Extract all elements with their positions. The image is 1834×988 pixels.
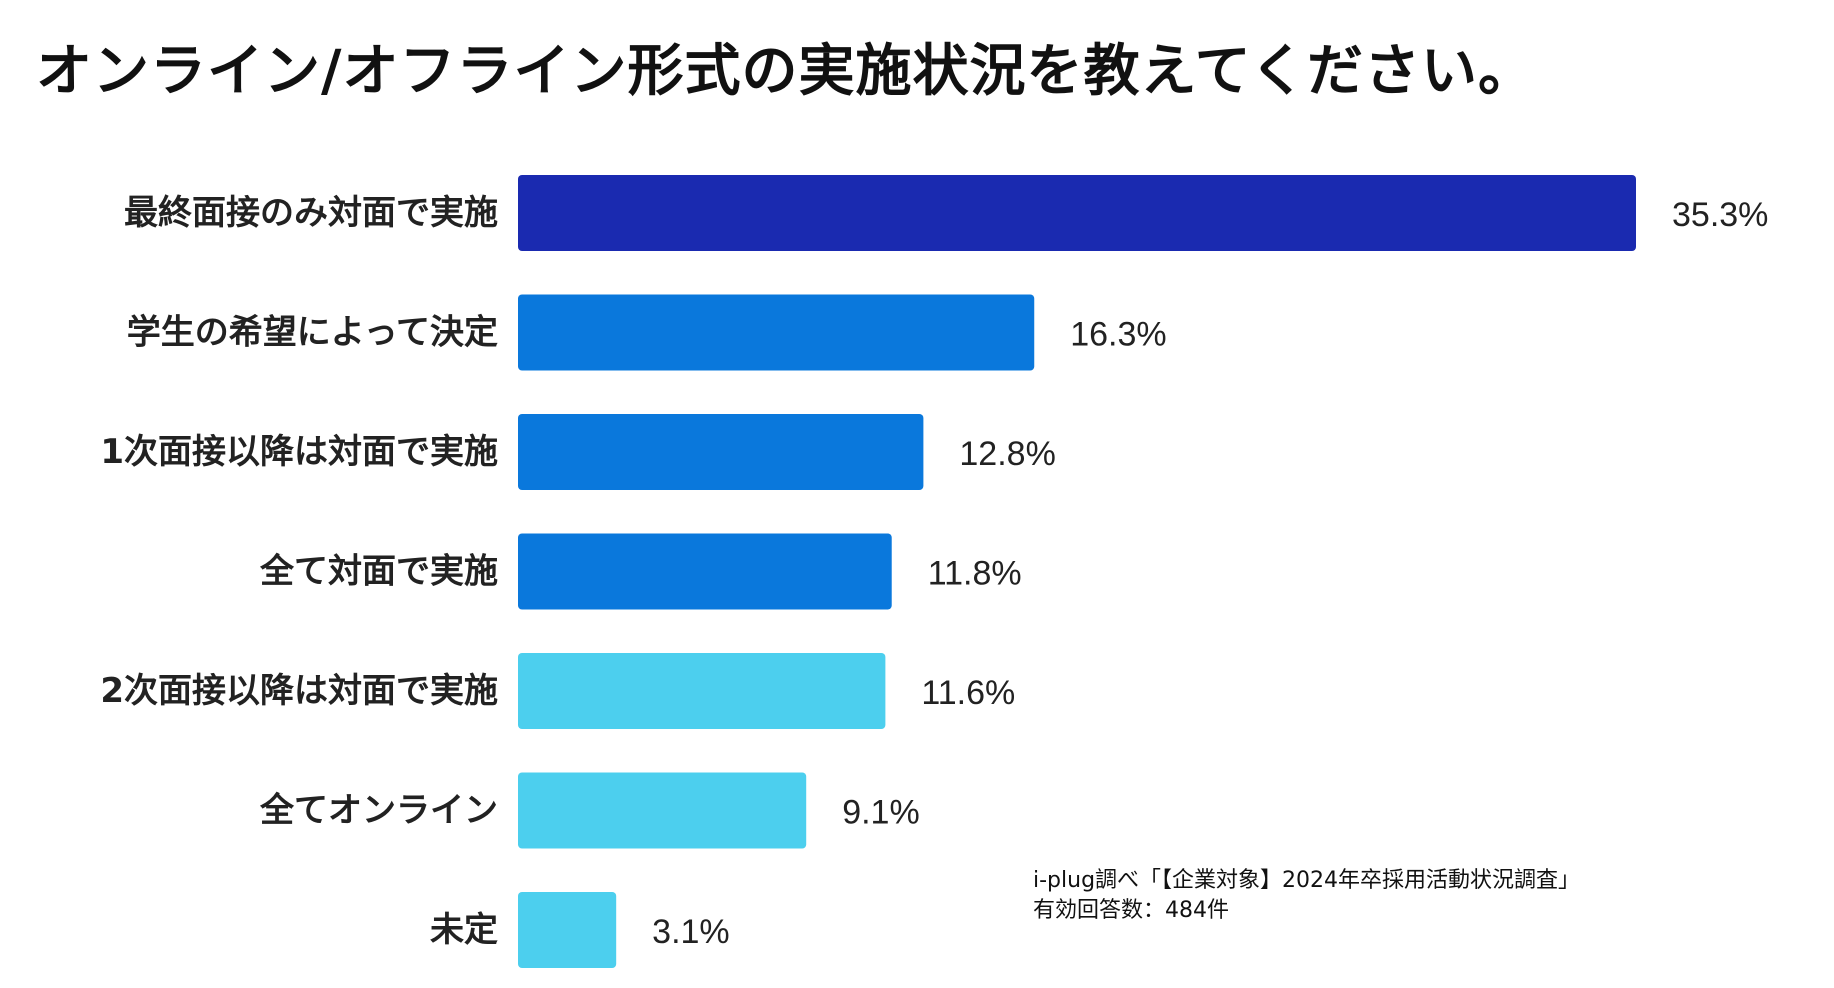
category-label-7: 未定 — [430, 910, 498, 950]
category-label-4: 全て対面で実施 — [259, 552, 498, 592]
source-note: i-plug調べ「【企業対象】2024年卒採用活動状況調査」 有効回答数：484… — [1033, 866, 1580, 926]
value-label-3: 12.8% — [959, 435, 1055, 473]
bar-4 — [518, 533, 892, 610]
source-line-1: i-plug調べ「【企業対象】2024年卒採用活動状況調査」 — [1033, 868, 1581, 893]
bar-7 — [518, 892, 617, 968]
category-label-2: 学生の希望によって決定 — [127, 313, 498, 353]
value-label-2: 16.3% — [1070, 316, 1166, 354]
category-label-1: 最終面接のみ対面で実施 — [124, 193, 498, 233]
chart-title: オンライン/オフライン形式の実施状況を教えてください。 — [36, 39, 1535, 104]
category-label-3: 1次面接以降は対面で実施 — [100, 432, 498, 472]
category-label-5: 2次面接以降は対面で実施 — [100, 671, 498, 711]
bar-3 — [518, 414, 924, 490]
bar-1 — [518, 175, 1636, 251]
bar-6 — [518, 772, 807, 849]
bar-2 — [518, 294, 1035, 371]
value-label-7: 3.1% — [652, 913, 730, 951]
category-label-6: 全てオンライン — [259, 791, 498, 831]
value-label-6: 9.1% — [842, 794, 920, 832]
value-label-5: 11.6% — [921, 674, 1015, 712]
value-label-4: 11.8% — [928, 555, 1022, 593]
bar-5 — [518, 653, 886, 729]
source-line-2: 有効回答数：484件 — [1033, 898, 1229, 923]
value-label-1: 35.3% — [1672, 196, 1768, 234]
